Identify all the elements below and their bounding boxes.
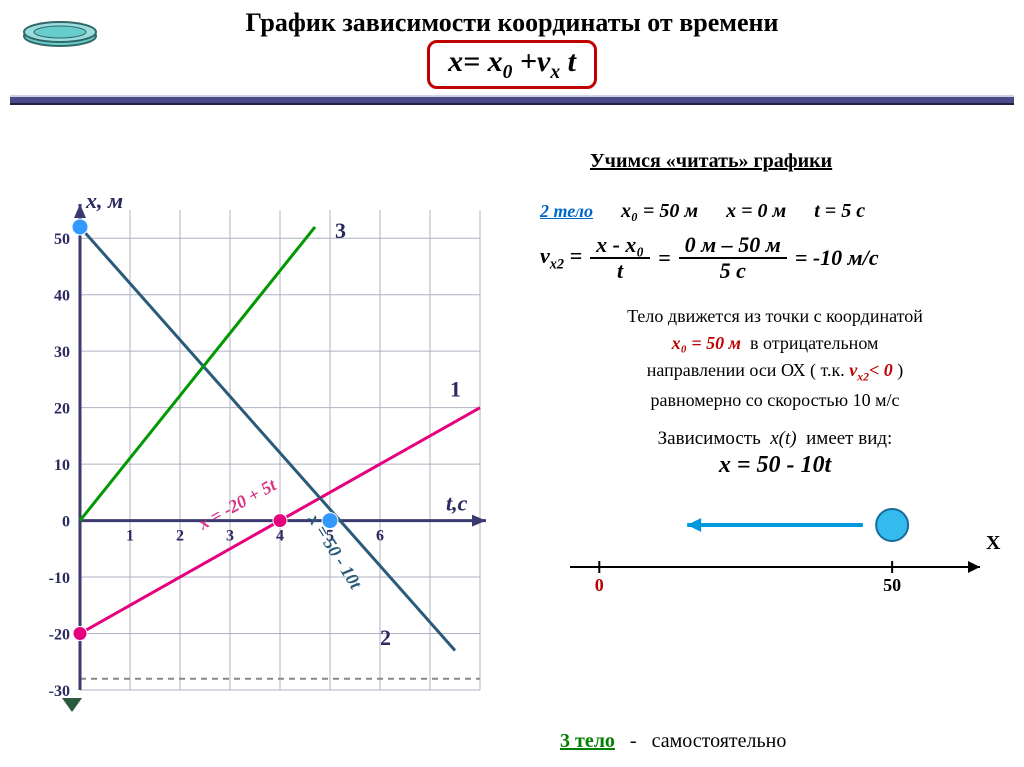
body2-givens: 2 тело x₀ = 50 м x = 0 м t = 5 c	[540, 200, 1010, 223]
body2-x0: x₀ = 50 м	[621, 200, 698, 223]
svg-text:3: 3	[226, 528, 234, 545]
svg-text:t,c: t,c	[446, 491, 468, 516]
svg-text:30: 30	[54, 344, 70, 361]
svg-text:0: 0	[62, 514, 70, 531]
chart: 123456-30-20-1001020304050x, мt,c1x = -2…	[20, 180, 520, 740]
body2-label: 2 тело	[540, 201, 593, 222]
decorative-disc-icon	[20, 18, 100, 48]
frac1: x - x₀ t	[590, 233, 650, 283]
subtitle: Учимся «читать» графики	[590, 150, 832, 173]
formula-box: x= x0 +vx t	[427, 40, 597, 89]
title-area: График зависимости координаты от времени…	[0, 0, 1024, 89]
body2-calc: vx2 = x - x₀ t = 0 м – 50 м 5 c = -10 м/…	[540, 233, 1010, 283]
calc-result: = -10 м/с	[795, 245, 879, 271]
svg-text:10: 10	[54, 457, 70, 474]
svg-text:1: 1	[126, 528, 134, 545]
svg-text:6: 6	[376, 528, 384, 545]
body2-x: x = 0 м	[726, 200, 786, 223]
svg-text:50: 50	[883, 575, 901, 595]
svg-text:20: 20	[54, 401, 70, 418]
svg-text:4: 4	[276, 528, 284, 545]
svg-text:X: X	[986, 532, 1001, 554]
svg-text:2: 2	[176, 528, 184, 545]
svg-text:2: 2	[380, 625, 391, 650]
svg-text:-30: -30	[49, 683, 70, 700]
number-line: X 0 50	[540, 487, 1010, 607]
svg-text:1: 1	[450, 376, 461, 401]
formula: x= x0 +vx t	[448, 45, 576, 78]
svg-text:50: 50	[54, 231, 70, 248]
svg-text:-20: -20	[49, 627, 70, 644]
svg-text:3: 3	[335, 218, 346, 243]
svg-text:40: 40	[54, 288, 70, 305]
svg-text:-10: -10	[49, 570, 70, 587]
v-symbol: vx2 =	[540, 243, 582, 273]
svg-text:x, м: x, м	[85, 188, 123, 213]
dependence-text: Зависимость x(t) имеет вид:	[540, 428, 1010, 450]
page-title: График зависимости координаты от времени	[0, 8, 1024, 38]
svg-text:x = -20 + 5t: x = -20 + 5t	[194, 474, 280, 534]
equation-result: x = 50 - 10t	[540, 452, 1010, 479]
body2-description: Тело движется из точки с координатой x₀ …	[540, 303, 1010, 413]
body2-t: t = 5 c	[814, 200, 865, 223]
divider-bar	[10, 95, 1014, 105]
frac2: 0 м – 50 м 5 c	[679, 233, 787, 283]
task3: 3 тело - самостоятельно	[560, 730, 786, 753]
svg-text:0: 0	[595, 575, 604, 595]
right-panel: 2 тело x₀ = 50 м x = 0 м t = 5 c vx2 = x…	[540, 200, 1010, 607]
